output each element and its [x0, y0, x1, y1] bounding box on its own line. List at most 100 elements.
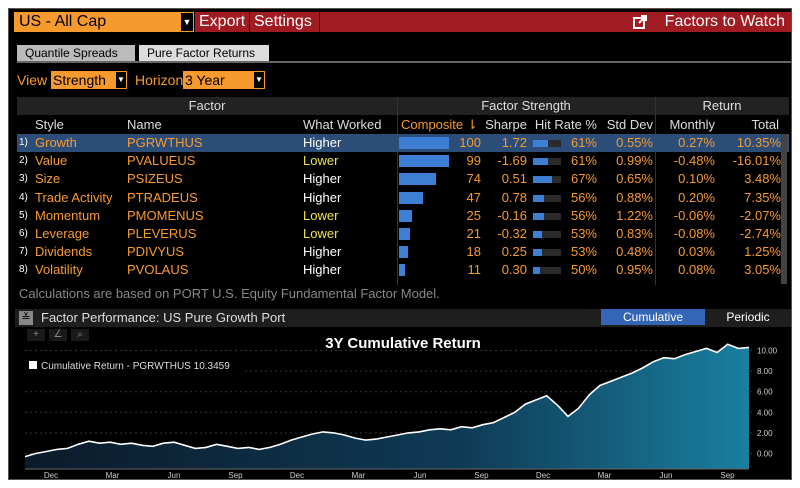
universe-select[interactable]: US - All Cap ▼ [14, 12, 194, 32]
col-what-worked[interactable]: What Worked [303, 117, 382, 132]
divider [397, 97, 398, 285]
external-link-icon[interactable] [633, 15, 647, 29]
settings-button[interactable]: Settings [254, 13, 312, 30]
row-std-dev: 1.22% [616, 207, 653, 223]
export-button[interactable]: Export [199, 13, 246, 30]
row-index: 3) [19, 173, 28, 185]
row-name: PMOMENUS [127, 207, 204, 223]
col-total[interactable]: Total [751, 117, 779, 132]
row-monthly: -0.48% [673, 153, 715, 169]
view-label: View [17, 72, 48, 88]
chevron-down-icon[interactable]: ▼ [180, 12, 194, 32]
row-what-worked: Lower [303, 226, 339, 241]
x-tick-label: Dec [44, 471, 58, 479]
col-name[interactable]: Name [127, 117, 162, 132]
row-hit-rate: 61% [570, 135, 597, 150]
row-index: 8) [19, 264, 28, 276]
table-row[interactable]: 2) Value PVALUEUS Lower 99 -1.69 61% 0.99% -0.48… [17, 152, 789, 170]
table-row[interactable]: 7) Dividends PDIVYUS Higher 18 0.25 53% 0.48% 0.… [17, 243, 789, 261]
crosshair-icon[interactable]: + [27, 329, 45, 341]
x-tick-label: Mar [352, 471, 366, 479]
row-std-dev: 0.55% [616, 135, 653, 150]
row-what-worked: Higher [303, 189, 342, 205]
row-name: PGRWTHUS [127, 135, 203, 150]
table-row[interactable]: 4) Trade Activity PTRADEUS Higher 47 0.78 56% 0… [17, 189, 789, 207]
tab-pure-factor-returns[interactable]: Pure Factor Returns [139, 45, 269, 61]
table-group-header [17, 97, 789, 115]
row-std-dev: 0.83% [616, 226, 653, 241]
x-tick-label: Sep [720, 471, 735, 479]
row-index: 5) [19, 209, 28, 221]
group-factor: Factor [188, 98, 226, 113]
hit-rate-bar [533, 176, 552, 184]
row-composite: 47 [466, 189, 481, 205]
row-hit-rate: 53% [570, 244, 597, 260]
series-line [24, 343, 750, 458]
group-return: Return [702, 98, 742, 113]
hit-rate-bar-track [533, 231, 561, 238]
row-hit-rate: 61% [570, 153, 597, 169]
col-sharpe[interactable]: Sharpe [485, 117, 527, 132]
hit-rate-bar-track [533, 194, 561, 202]
horizon-select[interactable]: 3 Year ▼ [183, 71, 265, 89]
factors-to-watch-button[interactable]: Factors to Watch [664, 13, 785, 30]
chevron-down-icon[interactable]: ▼ [115, 71, 127, 89]
row-sharpe: -0.16 [497, 207, 527, 223]
hit-rate-bar-track [533, 212, 561, 220]
row-std-dev: 0.95% [616, 262, 653, 278]
chart-title: 3Y Cumulative Return [325, 335, 481, 352]
col-std-dev[interactable]: Std Dev [606, 117, 653, 132]
x-tick-label: Jun [660, 471, 673, 479]
table-scrollbar[interactable] [781, 134, 787, 284]
table-row[interactable]: 1) Growth PGRWTHUS Higher 100 1.72 61% 0.55% 0.2… [17, 134, 789, 152]
cumulative-toggle[interactable]: Cumulative [601, 309, 705, 325]
table-row[interactable]: 8) Volatility PVOLAUS Higher 11 0.30 50% 0.95% 0… [17, 261, 789, 279]
zoom-icon[interactable]: ⌕ [71, 329, 89, 341]
hit-rate-bar [533, 194, 545, 202]
draw-line-icon[interactable]: ∠ [49, 329, 67, 341]
y-tick-label: 0.00 [757, 450, 773, 459]
row-total: -2.07% [739, 207, 781, 223]
hit-rate-bar [533, 212, 545, 220]
table-row[interactable]: 6) Leverage PLEVERUS Lower 21 -0.32 53% 0.83% -0… [17, 225, 789, 243]
row-total: 3.05% [744, 262, 781, 278]
collapse-icon[interactable]: ≚ [19, 311, 33, 325]
composite-bar [399, 173, 436, 186]
chart-panel-title: Factor Performance: US Pure Growth Port [41, 310, 286, 325]
chevron-down-icon[interactable]: ▼ [253, 71, 265, 89]
table-row[interactable]: 3) Size PSIZEUS Higher 74 0.51 67% 0.65% 0.10% 3.… [17, 170, 789, 188]
row-sharpe: -1.69 [497, 153, 527, 169]
row-name: PTRADEUS [127, 189, 198, 205]
chart-svg: 0.00 2.00 4.00 6.00 8.00 10.00 Dec Mar Jun Sep Dec… [24, 335, 778, 479]
row-total: -16.01% [732, 153, 781, 169]
composite-bar [399, 228, 410, 240]
tab-quantile-spreads[interactable]: Quantile Spreads [17, 45, 135, 61]
x-tick-label: Dec [536, 471, 550, 479]
cumulative-return-chart: 0.00 2.00 4.00 6.00 8.00 10.00 Dec Mar Jun Sep Dec… [15, 327, 791, 479]
hit-rate-bar [533, 267, 540, 275]
row-style: Trade Activity [35, 189, 113, 205]
composite-bar [399, 264, 405, 277]
row-index: 1) [19, 137, 28, 148]
universe-value: US - All Cap [19, 13, 107, 30]
row-monthly: -0.08% [673, 226, 715, 241]
divider [319, 12, 320, 32]
view-select[interactable]: Strength ▼ [51, 71, 127, 89]
col-hit-rate[interactable]: Hit Rate % [534, 117, 597, 132]
col-style[interactable]: Style [35, 117, 64, 132]
row-total: 10.35% [736, 135, 781, 150]
row-style: Volatility [35, 262, 83, 278]
y-tick-label: 4.00 [757, 408, 773, 417]
x-tick-label: Dec [290, 471, 304, 479]
row-monthly: 0.08% [678, 262, 715, 278]
divider [655, 97, 656, 285]
col-composite[interactable]: Composite ⇂ [401, 117, 478, 132]
table-row[interactable]: 5) Momentum PMOMENUS Lower 25 -0.16 56% 1.22% -0… [17, 207, 789, 225]
col-monthly[interactable]: Monthly [669, 117, 715, 132]
row-name: PVOLAUS [127, 262, 189, 278]
periodic-toggle[interactable]: Periodic [726, 310, 770, 324]
y-tick-label: 10.00 [757, 346, 778, 355]
composite-bar [399, 191, 423, 204]
row-name: PDIVYUS [127, 244, 185, 260]
row-what-worked: Higher [303, 171, 342, 187]
